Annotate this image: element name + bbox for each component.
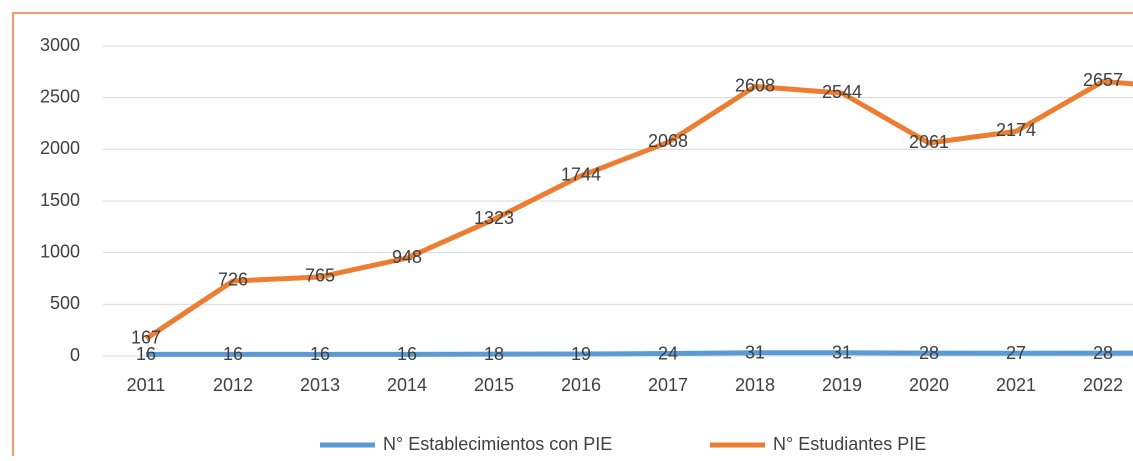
- data-label: 16: [397, 344, 417, 364]
- x-tick-label: 2021: [996, 375, 1036, 395]
- x-tick-label: 2011: [127, 375, 166, 395]
- y-tick-label: 3000: [40, 35, 80, 55]
- data-label: 16: [310, 344, 330, 364]
- y-tick-label: 0: [70, 345, 80, 365]
- x-tick-label: 2015: [474, 375, 514, 395]
- data-label: 948: [392, 247, 422, 267]
- y-tick-label: 1000: [40, 241, 80, 261]
- data-label: 24: [658, 343, 678, 363]
- chart-border: [12, 12, 1133, 461]
- y-tick-label: 2500: [40, 86, 80, 106]
- data-label: 16: [136, 344, 156, 364]
- x-tick-label: 2019: [822, 375, 862, 395]
- legend-label: N° Estudiantes PIE: [773, 434, 926, 454]
- x-tick-label: 2018: [735, 375, 775, 395]
- x-tick-label: 2016: [561, 375, 601, 395]
- data-label: 31: [745, 343, 765, 363]
- y-tick-label: 500: [50, 293, 80, 313]
- data-label: 28: [919, 343, 939, 363]
- data-label: 2068: [648, 131, 688, 151]
- data-label: 2174: [996, 120, 1036, 140]
- data-label: 2061: [909, 132, 949, 152]
- x-tick-label: 2020: [909, 375, 949, 395]
- data-label: 1323: [474, 208, 514, 228]
- data-label: 2608: [735, 75, 775, 95]
- series-line: [146, 350, 1133, 357]
- series-line: [144, 78, 1133, 341]
- data-label: 31: [832, 343, 852, 363]
- data-label: 765: [305, 266, 335, 286]
- data-label: 19: [571, 344, 591, 364]
- data-label: 1744: [561, 165, 601, 185]
- data-label: 2657: [1083, 70, 1123, 90]
- data-label: 28: [1093, 343, 1113, 363]
- plot-area: [144, 78, 1133, 357]
- data-label: 18: [484, 344, 504, 364]
- data-label: 726: [218, 270, 248, 290]
- data-label: 27: [1006, 343, 1026, 363]
- x-tick-label: 2014: [387, 375, 427, 395]
- data-label: 167: [131, 327, 161, 347]
- legend-label: N° Establecimientos con PIE: [383, 434, 612, 454]
- y-tick-label: 1500: [40, 190, 80, 210]
- x-tick-label: 2022: [1083, 375, 1123, 395]
- data-label: 16: [223, 344, 243, 364]
- x-tick-label: 2013: [300, 375, 340, 395]
- data-label: 2544: [822, 82, 862, 102]
- y-tick-label: 2000: [40, 138, 80, 158]
- x-tick-label: 2017: [648, 375, 688, 395]
- x-tick-label: 2012: [213, 375, 253, 395]
